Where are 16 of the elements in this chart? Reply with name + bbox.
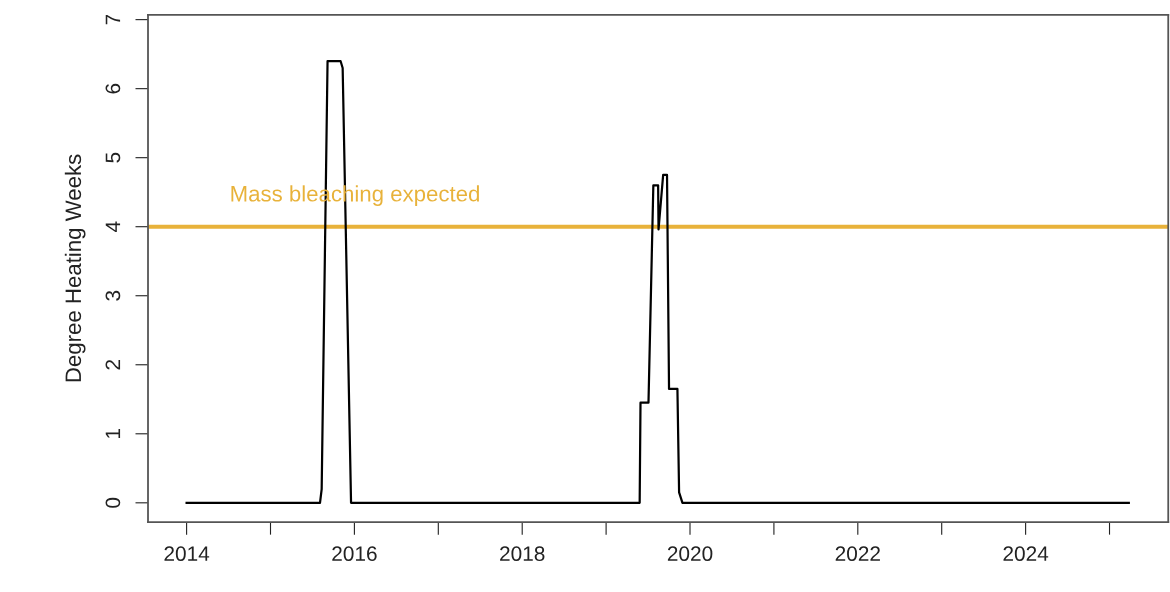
- x-tick-label: 2014: [164, 546, 210, 562]
- x-tick-label: 2020: [667, 546, 713, 562]
- y-tick-label: 5: [105, 152, 121, 163]
- x-tick-label: 2024: [1003, 546, 1049, 562]
- y-tick-label: 7: [105, 14, 121, 25]
- y-axis-title: Degree Heating Weeks: [64, 154, 86, 382]
- y-tick-label: 2: [105, 360, 121, 370]
- y-tick-label: 1: [105, 429, 121, 438]
- y-tick-label: 3: [105, 290, 121, 301]
- x-tick-label: 2018: [500, 546, 545, 562]
- x-tick-label: 2016: [332, 546, 377, 562]
- x-tick-label: 2022: [835, 546, 880, 562]
- line-series: [185, 59, 1130, 504]
- y-tick-label: 4: [105, 221, 121, 233]
- y-tick-label: 6: [105, 83, 121, 94]
- y-tick-label: 0: [105, 497, 121, 508]
